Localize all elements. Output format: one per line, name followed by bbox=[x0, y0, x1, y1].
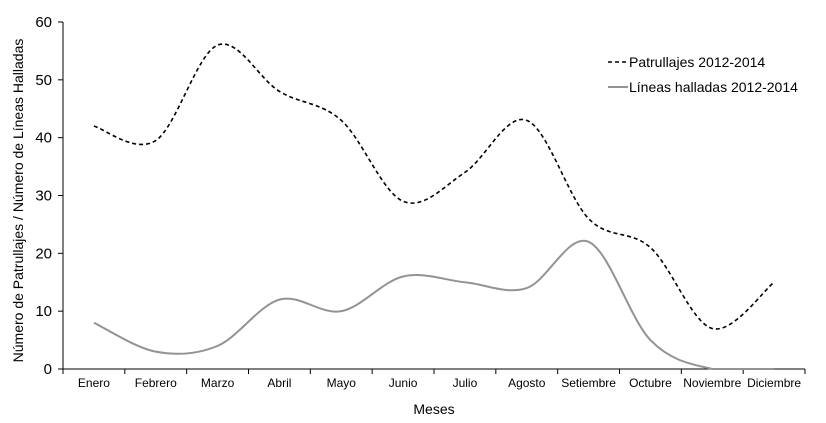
y-axis: 0 10 20 30 40 50 60 bbox=[35, 14, 64, 378]
x-tick-label: Febrero bbox=[135, 376, 177, 390]
legend: Patrullajes 2012-2014 Líneas halladas 201… bbox=[608, 54, 798, 95]
x-tick-label: Octubre bbox=[629, 376, 672, 390]
legend-label: Líneas halladas 2012-2014 bbox=[629, 79, 798, 95]
x-tick-label: Abril bbox=[267, 376, 291, 390]
x-tick-label: Junio bbox=[389, 376, 418, 390]
y-tick-label: 20 bbox=[35, 245, 52, 262]
legend-label: Patrullajes 2012-2014 bbox=[629, 54, 765, 70]
x-tick-label: Noviembre bbox=[683, 376, 741, 390]
y-tick-label: 10 bbox=[35, 303, 52, 320]
x-tick-label: Mayo bbox=[327, 376, 357, 390]
y-tick-label: 30 bbox=[35, 188, 52, 205]
x-tick-label: Julio bbox=[453, 376, 478, 390]
x-tick-label: Agosto bbox=[508, 376, 546, 390]
x-axis: Enero Febrero Marzo Abril Mayo Junio Julio Agos… bbox=[62, 368, 806, 390]
y-tick-label: 40 bbox=[35, 130, 52, 147]
x-tick-label: Marzo bbox=[201, 376, 235, 390]
series-layer bbox=[93, 43, 775, 370]
x-tick-label: Diciembre bbox=[747, 376, 801, 390]
series-line-lineas bbox=[93, 239, 775, 370]
series-line-patrullajes bbox=[93, 43, 775, 330]
y-axis-title: Número de Patrullajes / Número de Líneas… bbox=[10, 39, 26, 363]
x-tick-label: Enero bbox=[78, 376, 110, 390]
x-tick-label: Setiembre bbox=[561, 376, 616, 390]
y-tick-label: 0 bbox=[44, 361, 52, 378]
x-axis-title: Meses bbox=[413, 401, 454, 417]
y-tick-label: 60 bbox=[35, 14, 52, 31]
y-tick-label: 50 bbox=[35, 72, 52, 89]
